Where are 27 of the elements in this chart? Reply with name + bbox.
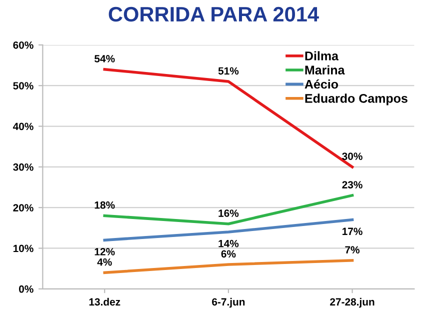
x-tick-label: 13.dez — [89, 298, 120, 306]
data-label: 12% — [94, 248, 115, 256]
data-label: 51% — [218, 67, 239, 75]
legend-label: Aécio — [304, 79, 338, 89]
data-label: 18% — [94, 201, 115, 209]
x-tick-label: 27-28.jun — [330, 298, 374, 308]
data-label: 4% — [97, 258, 112, 266]
data-label: 6% — [221, 250, 236, 258]
x-tick-label: 6-7.jun — [212, 298, 245, 308]
legend-label: Marina — [305, 65, 345, 75]
y-tick-label: 0% — [19, 285, 34, 293]
y-tick-label: 60% — [13, 41, 34, 49]
legend-label: Dilma — [305, 51, 339, 60]
data-label: 54% — [94, 55, 115, 62]
y-tick-label: 30% — [13, 163, 34, 171]
data-label: 17% — [342, 228, 362, 236]
y-tick-label: 50% — [13, 82, 34, 90]
chart-title: CORRIDA PARA 2014 — [108, 6, 319, 22]
legend-label: Eduardo Campos — [305, 94, 408, 106]
data-label: 23% — [342, 181, 362, 188]
data-label: 14% — [218, 240, 239, 248]
data-label: 7% — [345, 246, 360, 254]
data-label: 16% — [218, 210, 239, 217]
data-label: 30% — [342, 152, 362, 160]
y-tick-label: 40% — [12, 122, 34, 130]
y-tick-label: 10% — [13, 244, 34, 252]
y-tick-label: 20% — [13, 204, 34, 212]
